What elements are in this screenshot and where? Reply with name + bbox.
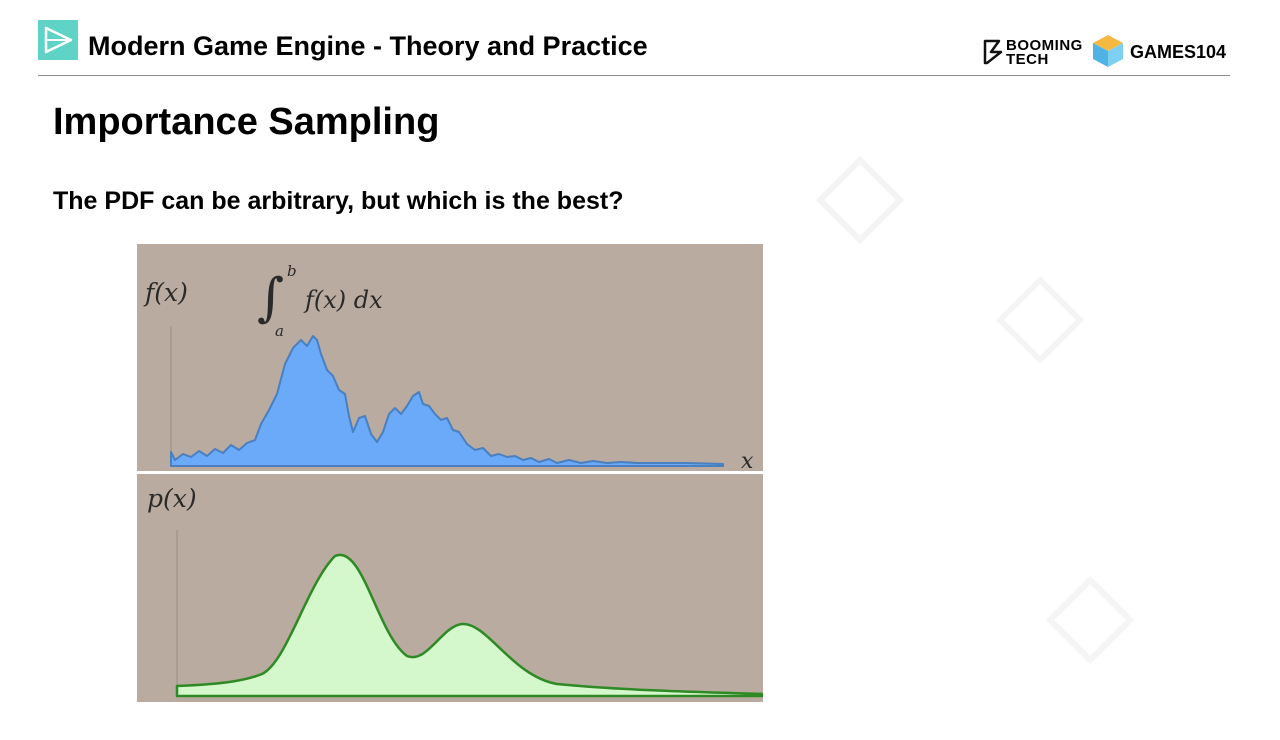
px-label: p(x) <box>147 484 197 513</box>
fx-label: f(x) <box>145 278 188 307</box>
sampling-figure: f(x) ∫ b a f(x) dx x p(x) <box>137 244 763 702</box>
cube-icon <box>1093 35 1123 67</box>
integral-lower-limit: a <box>275 322 284 340</box>
brand-games-text: GAMES104 <box>1130 42 1227 62</box>
header-divider <box>38 75 1230 76</box>
integral-sign: ∫ <box>257 268 285 328</box>
games104-brand: GAMES104 <box>1092 34 1232 70</box>
px-curve <box>175 553 763 698</box>
slide-title: Importance Sampling <box>53 101 440 143</box>
integral-expression: f(x) dx <box>305 286 383 314</box>
brand-tech-text: TECH <box>1006 51 1049 68</box>
fx-curve <box>170 335 724 467</box>
slide-subtitle: The PDF can be arbitrary, but which is t… <box>53 187 624 215</box>
sampling-figure-graphic <box>137 326 763 698</box>
header-title: Modern Game Engine - Theory and Practice <box>88 31 648 61</box>
booming-tech-logo <box>983 39 1003 65</box>
panel-divider <box>137 471 763 474</box>
brand-booming-text: BOOMING <box>1006 37 1083 54</box>
booming-tech-brand: BOOMING TECH <box>982 36 1088 70</box>
play-triangle-icon <box>38 20 78 60</box>
integral-upper-limit: b <box>287 262 297 280</box>
x-axis-label: x <box>741 449 754 474</box>
